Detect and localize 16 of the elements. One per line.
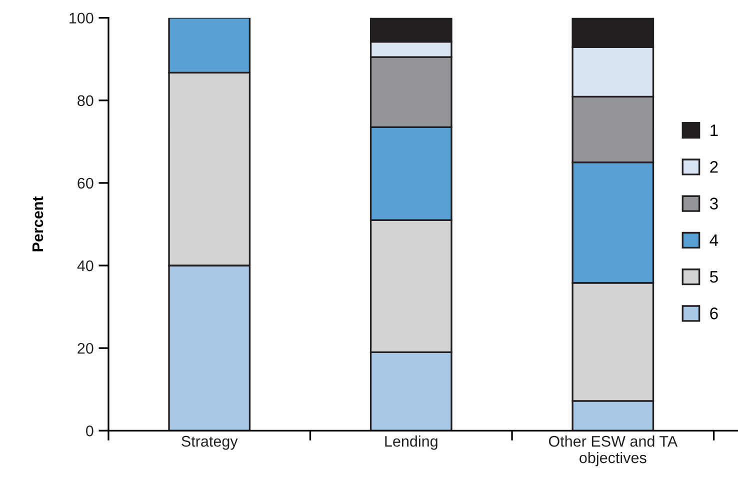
- legend-label: 2: [710, 161, 718, 173]
- x-tick-label: Strategy: [182, 436, 238, 450]
- y-tick-label: 0: [86, 426, 94, 436]
- legend-label: 3: [710, 198, 718, 210]
- x-tick-label: Other ESW and TA objectives: [548, 436, 678, 466]
- y-tick-label: 20: [78, 342, 94, 354]
- legend-label: 6: [710, 308, 718, 320]
- y-tick-label: 100: [70, 12, 94, 24]
- legend-label: 4: [710, 234, 718, 246]
- y-tick-label: 40: [77, 260, 94, 272]
- legend-label: 5: [710, 271, 718, 283]
- legend-label: 1: [710, 124, 718, 136]
- y-tick-label: 60: [78, 178, 94, 189]
- x-tick-label: Lending: [385, 436, 438, 450]
- y-tick-label: 80: [78, 95, 94, 106]
- y-axis-title: Percent: [32, 196, 44, 252]
